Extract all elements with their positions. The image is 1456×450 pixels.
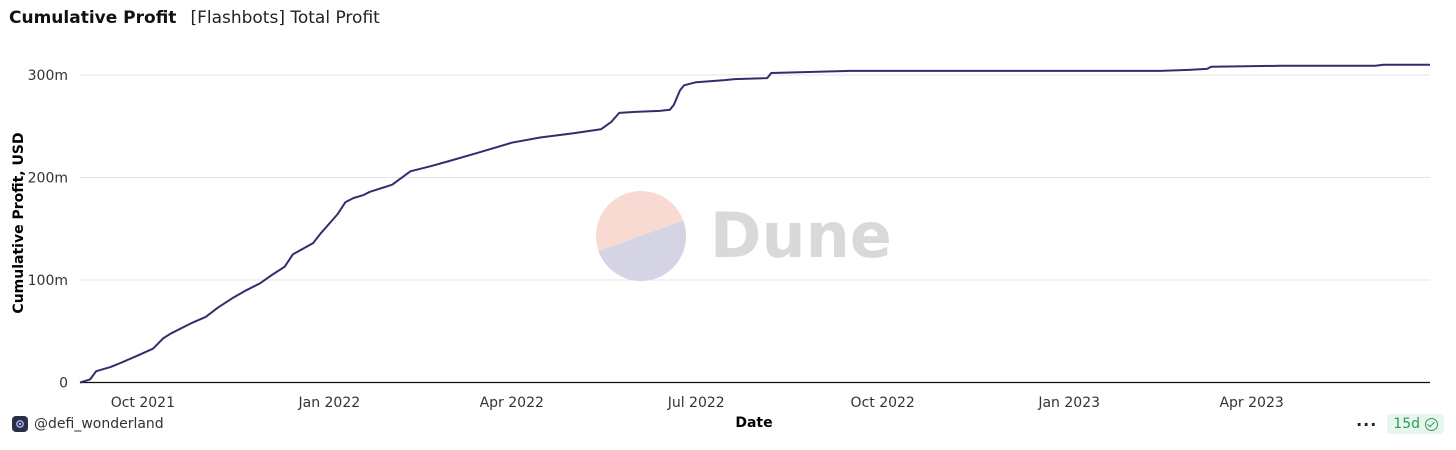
y-axis-ticks: 0 100m 200m 300m (28, 68, 68, 392)
watermark-logo-bottom (598, 220, 687, 282)
y-tick-label: 0 (59, 376, 68, 392)
x-axis-label: Date (735, 415, 772, 431)
more-options-icon[interactable]: ··· (1356, 414, 1378, 434)
grid-lines (80, 74, 1430, 281)
chart-title: Cumulative Profit (9, 8, 177, 28)
y-axis-label: Cumulative Profit, USD (11, 132, 27, 313)
author-info[interactable]: @defi_wonderland (12, 416, 164, 432)
author-name[interactable]: @defi_wonderland (34, 416, 164, 432)
y-tick-label: 200m (28, 171, 68, 187)
series-line-total-profit[interactable] (79, 63, 1430, 384)
refresh-status-badge[interactable]: 15d (1387, 414, 1444, 434)
footer-actions: ··· 15d (1356, 414, 1444, 434)
dune-watermark: Dune (596, 191, 892, 282)
y-tick-label: 300m (28, 68, 68, 84)
x-tick-label: Jul 2022 (667, 395, 725, 411)
check-circle-icon (1425, 417, 1438, 431)
query-name[interactable]: [Flashbots] Total Profit (190, 8, 380, 28)
chart-header: Cumulative Profit [Flashbots] Total Prof… (9, 8, 380, 28)
refresh-age: 15d (1393, 416, 1420, 432)
x-axis-ticks: Oct 2021 Jan 2022 Apr 2022 Jul 2022 Oct 2022… (111, 395, 1284, 411)
x-tick-label: Jan 2023 (1037, 395, 1100, 411)
x-tick-label: Apr 2023 (1219, 395, 1283, 411)
avatar-icon (12, 416, 28, 432)
x-tick-label: Oct 2022 (851, 395, 915, 411)
x-tick-label: Jan 2022 (297, 395, 360, 411)
y-tick-label: 100m (28, 273, 68, 289)
x-tick-label: Apr 2022 (480, 395, 544, 411)
x-tick-label: Oct 2021 (111, 395, 175, 411)
watermark-text: Dune (710, 199, 892, 272)
